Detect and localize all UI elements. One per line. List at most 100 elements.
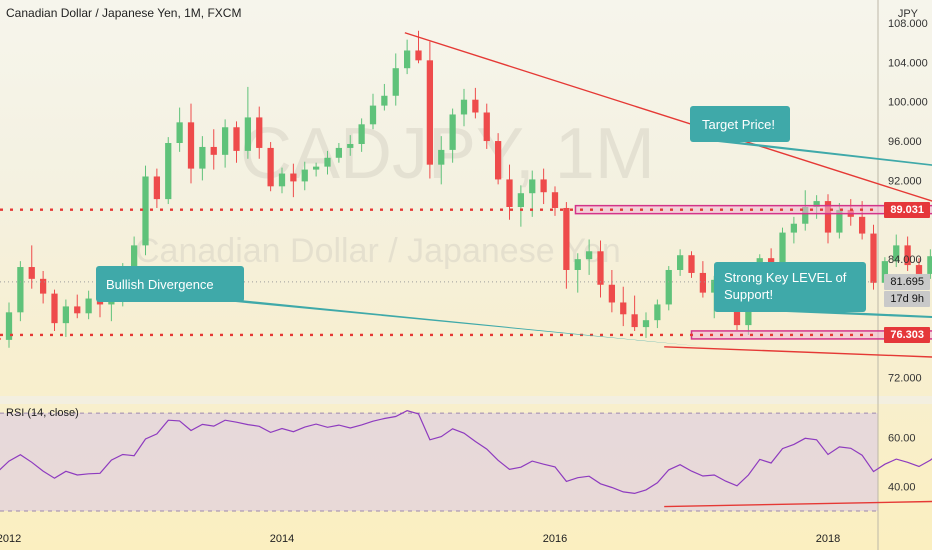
candle-body[interactable] [130,245,138,270]
candle-body[interactable] [574,259,581,270]
candle-body[interactable] [915,265,923,274]
candle-body[interactable] [85,298,92,314]
candle-body[interactable] [256,117,263,148]
candle-body[interactable] [301,169,308,182]
candle-body[interactable] [836,209,843,233]
candle-body[interactable] [199,146,206,169]
candle-body[interactable] [585,251,593,260]
candle-body[interactable] [278,173,286,187]
candle-body[interactable] [597,251,604,285]
candle-body[interactable] [381,95,388,106]
candle-body[interactable] [74,306,81,314]
candle-body[interactable] [494,141,502,180]
candle-body[interactable] [893,245,900,262]
candle-body[interactable] [858,216,866,234]
candle-body[interactable] [0,337,1,340]
candle-body[interactable] [176,122,183,144]
callout-bullish-divergence[interactable]: Bullish Divergence [96,266,706,347]
candle-body[interactable] [631,314,638,328]
candle-body[interactable] [347,143,354,148]
candle-body[interactable] [472,99,479,113]
candle-body[interactable] [17,267,24,313]
support-price-tag[interactable]: 76.303 [884,326,930,343]
price-tick-label: 104.000 [888,57,928,69]
candle-body[interactable] [438,149,445,165]
time-tick-label: 2016 [543,533,567,545]
rsi-band-fill [0,413,878,511]
candle-body[interactable] [802,206,809,224]
candle-body[interactable] [824,201,832,233]
candle-body[interactable] [881,261,889,283]
last-price-tag[interactable]: 81.695 [884,273,930,290]
candle-body[interactable] [28,267,35,279]
candle-body[interactable] [267,147,274,187]
candle-body[interactable] [642,320,650,328]
candle-body[interactable] [665,269,672,305]
candle-body[interactable] [358,124,365,144]
candle-body[interactable] [324,157,331,167]
candle-body[interactable] [153,176,161,200]
candle-body[interactable] [620,302,627,315]
callout-target-box [690,106,790,142]
candle-body[interactable] [654,304,661,321]
candle-body[interactable] [779,232,786,272]
candle-body[interactable] [312,166,320,170]
candle-body[interactable] [51,293,58,324]
candle-body[interactable] [187,122,195,169]
candle-body[interactable] [165,143,172,200]
annotations[interactable] [0,32,932,365]
candle-body[interactable] [904,245,911,266]
candle-body[interactable] [551,192,559,208]
candle-body[interactable] [699,272,707,293]
candle-body[interactable] [676,255,684,270]
candle-body[interactable] [460,99,468,115]
candle-body[interactable] [688,255,695,273]
descending-trendline[interactable] [404,32,932,329]
resistance-zone[interactable] [574,204,932,215]
watermark: CADJPY, 1M Canadian Dollar / Japanese Ye… [135,114,655,270]
candle-body[interactable] [483,112,490,142]
candle-body[interactable] [221,127,229,155]
candle-body[interactable] [540,179,547,193]
candle-body[interactable] [426,60,434,165]
candle-body[interactable] [608,284,616,303]
candle-body[interactable] [506,179,513,207]
rsi-label: RSI (14, close) [6,407,79,419]
rsi-divergence-line[interactable] [664,498,932,508]
callout-key-support[interactable]: Strong Key LEVEL of Support! [714,262,932,335]
candle-body[interactable] [142,176,149,246]
currency-label: JPY [897,8,918,20]
candle-body[interactable] [39,278,47,294]
candle-body[interactable] [813,201,820,207]
price-divergence-line[interactable] [664,346,932,365]
candle-body[interactable] [415,50,422,61]
bar-countdown-tag: 17d 9h [884,290,930,307]
candle-body[interactable] [449,114,456,150]
rsi-line[interactable] [0,410,932,496]
rsi-line-group[interactable] [0,410,932,508]
candle-body[interactable] [62,306,70,324]
candle-body[interactable] [563,207,570,270]
candle-body[interactable] [233,127,240,151]
candle-body[interactable] [517,193,525,207]
candle-body[interactable] [529,179,536,194]
watermark-ticker: CADJPY, 1M [240,114,655,194]
resistance-price-tag[interactable]: 89.031 [884,201,930,218]
candle-body[interactable] [790,223,798,233]
candle-body[interactable] [392,68,399,96]
candle-body[interactable] [5,312,13,340]
candle-body[interactable] [403,50,411,69]
candle-body[interactable] [290,173,297,182]
candle-body[interactable] [335,147,343,158]
callout-divergence-tail [215,300,706,347]
rsi-tick-label: 40.00 [888,482,916,494]
candle-body[interactable] [244,117,252,151]
candle-body[interactable] [870,233,877,283]
candle-body[interactable] [210,146,217,155]
candle-body[interactable] [733,301,741,326]
candle-body[interactable] [369,105,377,125]
candle-body[interactable] [927,256,932,274]
callout-target-price[interactable]: Target Price! [690,106,932,207]
